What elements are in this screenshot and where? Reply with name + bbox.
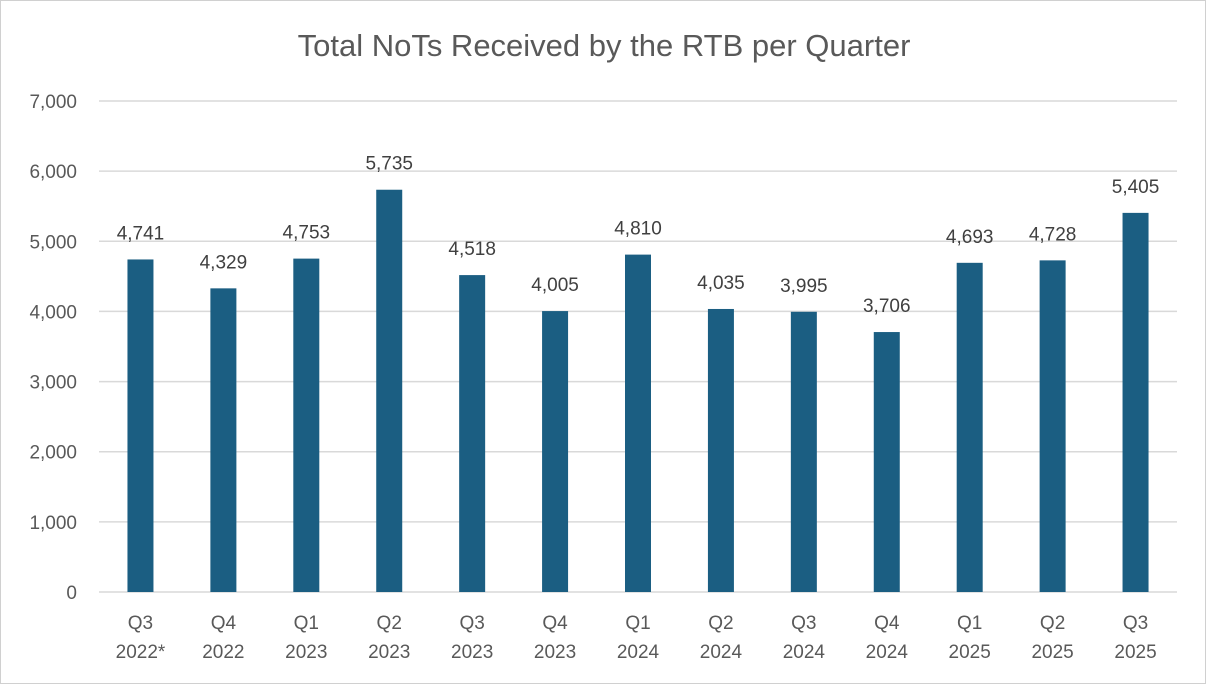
x-category-label: Q2 bbox=[377, 613, 402, 634]
bar bbox=[376, 189, 403, 592]
bar bbox=[459, 275, 486, 592]
bar bbox=[542, 311, 569, 592]
data-label: 4,035 bbox=[697, 273, 745, 294]
x-category-label: Q4 bbox=[542, 613, 568, 634]
y-tick-label: 6,000 bbox=[29, 162, 77, 183]
x-category-label: Q3 bbox=[1123, 613, 1148, 634]
data-label: 4,329 bbox=[200, 252, 248, 273]
bars bbox=[127, 189, 1149, 592]
y-tick-label: 3,000 bbox=[29, 373, 77, 394]
x-category-label: 2022* bbox=[116, 642, 166, 663]
x-axis-category-labels: Q3 2022* Q4 2022 Q1 2023 Q2 2023 Q3 2023 Q4 2023 Q1 2… bbox=[116, 613, 1157, 663]
x-category-label: 2024 bbox=[783, 642, 826, 663]
x-category-label: Q3 bbox=[791, 613, 816, 634]
data-label: 4,693 bbox=[946, 227, 994, 248]
y-tick-label: 1,000 bbox=[29, 513, 77, 534]
x-category-label: Q1 bbox=[294, 613, 319, 634]
data-labels: 4,741 4,329 4,753 5,735 4,518 4,005 4,810 4,035… bbox=[117, 154, 1160, 317]
y-tick-label: 4,000 bbox=[29, 302, 77, 323]
bar bbox=[790, 311, 817, 592]
x-category-label: Q4 bbox=[211, 613, 237, 634]
x-category-label: Q3 bbox=[128, 613, 153, 634]
x-category-label: 2023 bbox=[534, 642, 576, 663]
bar bbox=[127, 259, 154, 592]
y-tick-label: 0 bbox=[66, 583, 77, 604]
data-label: 3,706 bbox=[863, 296, 911, 317]
x-category-label: 2025 bbox=[1031, 642, 1073, 663]
x-category-label: 2025 bbox=[1114, 642, 1156, 663]
x-category-label: 2023 bbox=[451, 642, 493, 663]
x-category-label: 2024 bbox=[617, 642, 660, 663]
chart-title: Total NoTs Received by the RTB per Quart… bbox=[298, 28, 911, 63]
bar bbox=[956, 262, 983, 592]
data-label: 4,728 bbox=[1029, 224, 1077, 245]
y-axis-tick-labels: 0 1,000 2,000 3,000 4,000 5,000 6,000 7,000 bbox=[29, 92, 77, 604]
bar bbox=[293, 258, 320, 592]
data-label: 4,005 bbox=[531, 275, 579, 296]
x-category-label: Q2 bbox=[1040, 613, 1065, 634]
y-tick-label: 5,000 bbox=[29, 232, 77, 253]
bar bbox=[210, 288, 237, 592]
x-category-label: Q1 bbox=[957, 613, 982, 634]
x-category-label: 2024 bbox=[866, 642, 909, 663]
x-category-label: 2023 bbox=[285, 642, 327, 663]
x-category-label: 2023 bbox=[368, 642, 410, 663]
bar bbox=[707, 308, 734, 592]
x-category-label: Q4 bbox=[874, 613, 900, 634]
data-label: 4,810 bbox=[614, 219, 662, 240]
data-label: 4,518 bbox=[448, 239, 496, 260]
x-category-label: Q2 bbox=[708, 613, 733, 634]
data-label: 4,753 bbox=[283, 223, 331, 244]
data-label: 4,741 bbox=[117, 223, 165, 244]
x-category-label: 2024 bbox=[700, 642, 743, 663]
data-label: 3,995 bbox=[780, 276, 828, 297]
bar bbox=[1039, 260, 1066, 592]
bar bbox=[1122, 212, 1149, 592]
data-label: 5,735 bbox=[365, 154, 413, 175]
x-category-label: Q1 bbox=[625, 613, 650, 634]
x-category-label: 2022 bbox=[202, 642, 244, 663]
bar bbox=[873, 332, 900, 592]
x-category-label: 2025 bbox=[949, 642, 991, 663]
x-category-label: Q3 bbox=[459, 613, 484, 634]
bar bbox=[625, 254, 651, 592]
y-tick-label: 2,000 bbox=[29, 443, 77, 464]
y-tick-label: 7,000 bbox=[29, 92, 77, 113]
data-label: 5,405 bbox=[1112, 177, 1160, 198]
